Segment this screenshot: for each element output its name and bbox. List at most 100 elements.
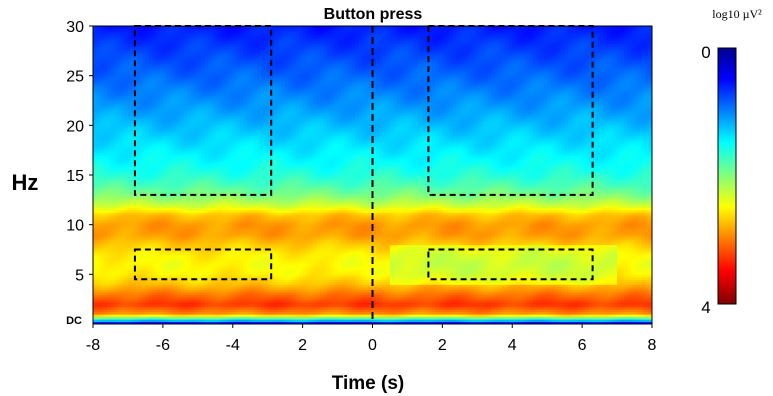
- heat-cell: [113, 209, 119, 213]
- heat-cell: [117, 80, 122, 84]
- heat-cell: [106, 145, 112, 149]
- heat-cell: [103, 251, 108, 256]
- heat-cell: [96, 45, 101, 49]
- heat-cell: [131, 321, 136, 324]
- heat-cell: [117, 102, 122, 107]
- heat-cell: [113, 207, 119, 211]
- heat-cell: [110, 271, 115, 275]
- heat-cell: [103, 227, 108, 231]
- heat-cell: [131, 261, 136, 265]
- heat-cell: [99, 309, 105, 313]
- heat-cell: [131, 152, 136, 156]
- heat-cell: [127, 135, 133, 139]
- heat-cell: [141, 286, 146, 290]
- heat-cell: [99, 202, 105, 206]
- heat-cell: [141, 197, 146, 201]
- heat-cell: [134, 229, 140, 233]
- heat-cell: [134, 65, 140, 69]
- heat-cell: [138, 140, 143, 144]
- heat-cell: [117, 88, 122, 92]
- heat-cell: [99, 212, 105, 216]
- heat-cell: [117, 269, 122, 273]
- heat-cell: [134, 140, 140, 144]
- heat-cell: [134, 120, 140, 124]
- heat-cell: [96, 187, 101, 191]
- heat-cell: [120, 90, 126, 94]
- heat-cell: [131, 222, 136, 226]
- heat-cell: [117, 130, 122, 134]
- heat-cell: [96, 299, 101, 303]
- heat-cell: [99, 167, 105, 171]
- heat-cell: [127, 256, 133, 261]
- heat-cell: [106, 177, 112, 181]
- heat-cell: [138, 95, 143, 99]
- heat-cell: [131, 120, 136, 124]
- heat-cell: [127, 145, 133, 149]
- heat-cell: [117, 222, 122, 226]
- heat-cell: [124, 107, 129, 112]
- heat-cell: [124, 261, 129, 265]
- heat-cell: [138, 294, 143, 298]
- heat-cell: [117, 83, 122, 87]
- heat-cell: [103, 212, 108, 216]
- heat-cell: [145, 90, 150, 94]
- heat-cell: [99, 70, 105, 74]
- heat-cell: [131, 279, 136, 283]
- heat-cell: [106, 63, 112, 67]
- heat-cell: [127, 78, 133, 82]
- heat-cell: [117, 319, 122, 323]
- heat-cell: [124, 217, 129, 221]
- heat-cell: [131, 127, 136, 131]
- heat-cell: [138, 271, 143, 275]
- heat-cell: [120, 187, 126, 191]
- heat-cell: [138, 175, 143, 179]
- heat-cell: [138, 237, 143, 241]
- heat-cell: [145, 70, 150, 74]
- heat-cell: [99, 301, 105, 305]
- heat-cell: [134, 28, 140, 32]
- heat-cell: [148, 279, 153, 283]
- heat-cell: [127, 45, 133, 49]
- heat-cell: [120, 28, 126, 32]
- heat-cell: [99, 122, 105, 126]
- heat-cell: [124, 157, 129, 161]
- heat-cell: [113, 53, 119, 57]
- heat-cell: [106, 194, 112, 198]
- heat-cell: [134, 115, 140, 119]
- heat-cell: [141, 60, 146, 64]
- heat-cell: [106, 125, 112, 129]
- heat-cell: [138, 286, 143, 290]
- heat-cell: [99, 321, 105, 324]
- heat-cell: [117, 184, 122, 189]
- heat-cell: [99, 155, 105, 159]
- heat-cell: [106, 157, 112, 161]
- heat-cell: [134, 88, 140, 92]
- heat-cell: [141, 170, 146, 174]
- heat-cell: [106, 247, 112, 251]
- heat-cell: [99, 105, 105, 109]
- heat-cell: [131, 135, 136, 139]
- heat-cell: [120, 212, 126, 216]
- heat-cell: [99, 68, 105, 72]
- heat-cell: [131, 60, 136, 64]
- heat-cell: [138, 219, 143, 223]
- heat-cell: [127, 127, 133, 131]
- heat-cell: [145, 321, 150, 324]
- heat-cell: [124, 194, 129, 198]
- heat-cell: [96, 117, 101, 121]
- heat-cell: [110, 43, 115, 47]
- heat-cell: [117, 125, 122, 129]
- heat-cell: [106, 175, 112, 179]
- heat-cell: [110, 115, 115, 119]
- heat-cell: [106, 60, 112, 64]
- heat-cell: [138, 63, 143, 67]
- heat-cell: [96, 214, 101, 218]
- heat-cell: [138, 222, 143, 226]
- heat-cell: [96, 58, 101, 62]
- heat-cell: [134, 98, 140, 102]
- heat-cell: [127, 187, 133, 191]
- heat-cell: [117, 279, 122, 283]
- heat-cell: [93, 155, 98, 159]
- heat-cell: [120, 125, 126, 129]
- heat-cell: [124, 132, 129, 136]
